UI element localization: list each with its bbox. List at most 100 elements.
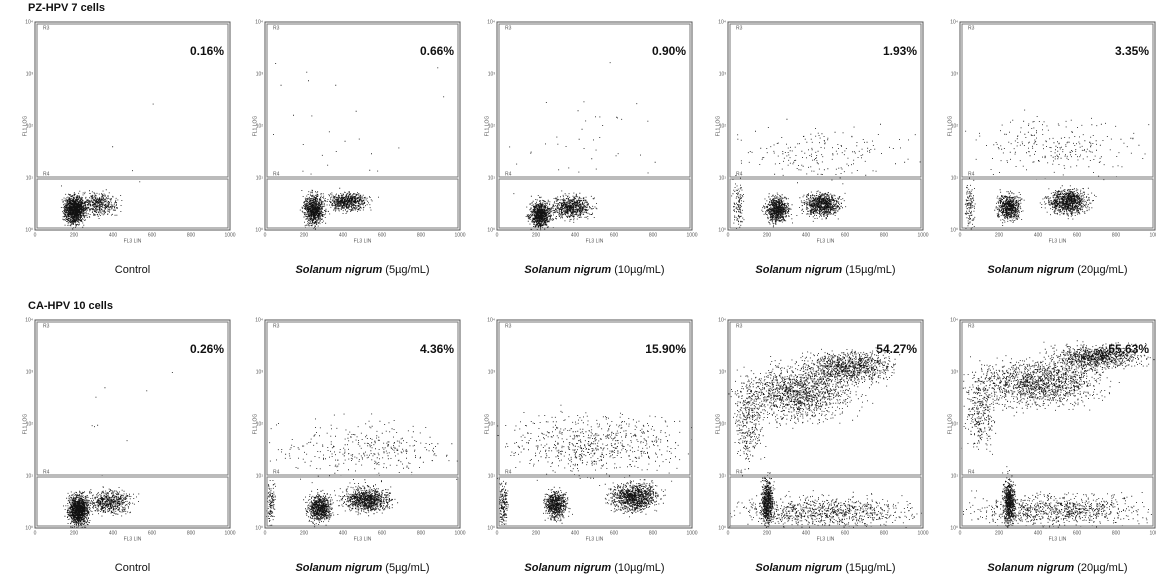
x-tick-label: 0 (496, 232, 499, 238)
x-tick-label: 0 (727, 232, 730, 238)
x-tick-label: 1000 (1149, 530, 1156, 536)
y-axis-label: FL1 LOG (715, 116, 721, 137)
y-tick-label: 10⁰ (25, 227, 33, 233)
gate-label: R3 (43, 25, 50, 31)
y-tick-label: 10² (488, 123, 496, 129)
x-tick-label: 1000 (686, 530, 697, 536)
y-tick-label: 10⁰ (25, 525, 33, 531)
y-tick-label: 10⁴ (718, 19, 726, 25)
x-tick-label: 400 (339, 530, 348, 536)
caption: Solanum nigrum (10µg/mL) (524, 264, 664, 276)
y-tick-label: 10¹ (719, 473, 727, 479)
plot-frame (34, 21, 231, 231)
dot-cloud (497, 404, 693, 525)
y-tick-label: 10⁰ (487, 525, 495, 531)
y-tick-label: 10⁴ (718, 317, 726, 323)
x-tick-label: 200 (763, 530, 772, 536)
caption: Solanum nigrum (5µg/mL) (295, 562, 429, 574)
x-tick-label: 800 (649, 232, 658, 238)
y-tick-label: 10² (719, 123, 727, 129)
y-tick-label: 10² (719, 421, 727, 427)
y-tick-label: 10³ (488, 369, 496, 375)
gate-r3 (36, 321, 229, 476)
x-axis-label: FL3 LIN (586, 238, 604, 244)
y-tick-label: 10⁴ (487, 317, 495, 323)
gate-r4 (961, 178, 1154, 229)
x-tick-label: 200 (300, 232, 309, 238)
gate-r4 (266, 476, 459, 527)
gate-label: R4 (736, 469, 743, 475)
caption-dose: (5µg/mL) (385, 264, 429, 276)
y-tick-label: 10¹ (488, 473, 496, 479)
y-tick-label: 10³ (719, 369, 727, 375)
gate-label: R3 (273, 25, 280, 31)
percent-label: 15.90% (645, 342, 686, 356)
dot-cloud (964, 109, 1150, 231)
percent-label: 54.27% (876, 342, 917, 356)
x-tick-label: 1000 (224, 232, 235, 238)
x-tick-label: 800 (417, 530, 426, 536)
dot-cloud (731, 118, 921, 229)
x-axis-label: FL3 LIN (817, 536, 835, 542)
x-axis-label: FL3 LIN (586, 536, 604, 542)
x-tick-label: 0 (34, 232, 37, 238)
y-axis-label: FL1 LOG (22, 414, 28, 435)
y-tick-label: 10¹ (26, 175, 34, 181)
x-tick-label: 1000 (686, 232, 697, 238)
plot-frame (727, 319, 924, 529)
x-tick-label: 600 (841, 232, 850, 238)
caption-dose: (10µg/mL) (614, 562, 664, 574)
dot-cloud (273, 63, 445, 230)
x-tick-label: 400 (109, 530, 118, 536)
gate-label: R3 (736, 25, 743, 31)
caption: Solanum nigrum (15µg/mL) (755, 264, 895, 276)
dot-cloud (266, 413, 458, 528)
x-tick-label: 200 (995, 232, 1004, 238)
gate-label: R3 (43, 323, 50, 329)
x-tick-label: 400 (802, 232, 811, 238)
plot-frame (496, 319, 693, 529)
dot-cloud (509, 62, 656, 231)
y-tick-label: 10⁴ (255, 19, 263, 25)
y-tick-label: 10⁴ (950, 317, 958, 323)
gate-r3 (36, 23, 229, 178)
y-tick-label: 10¹ (26, 473, 34, 479)
gate-r3 (266, 23, 459, 178)
plot-frame (959, 21, 1156, 231)
caption: Solanum nigrum (5µg/mL) (295, 264, 429, 276)
x-tick-label: 400 (571, 232, 580, 238)
gate-label: R4 (505, 171, 512, 177)
y-tick-label: 10³ (26, 71, 34, 77)
y-tick-label: 10¹ (488, 175, 496, 181)
y-tick-label: 10⁰ (718, 227, 726, 233)
x-tick-label: 800 (187, 530, 196, 536)
x-axis-label: FL3 LIN (354, 536, 372, 542)
caption-dose: (10µg/mL) (614, 264, 664, 276)
plot-frame (496, 21, 693, 231)
x-tick-label: 600 (378, 232, 387, 238)
x-tick-label: 0 (264, 530, 267, 536)
x-tick-label: 600 (148, 232, 157, 238)
x-tick-label: 600 (148, 530, 157, 536)
x-tick-label: 800 (187, 232, 196, 238)
caption-dose: (15µg/mL) (845, 562, 895, 574)
y-axis-label: FL1 LOG (947, 414, 953, 435)
x-tick-label: 400 (109, 232, 118, 238)
x-tick-label: 800 (649, 530, 658, 536)
y-tick-label: 10³ (951, 71, 959, 77)
x-tick-label: 200 (70, 530, 79, 536)
x-tick-label: 600 (1073, 232, 1082, 238)
y-axis-label: FL1 LOG (947, 116, 953, 137)
caption: Solanum nigrum (15µg/mL) (755, 562, 895, 574)
dot-cloud (961, 340, 1156, 529)
x-tick-label: 0 (959, 232, 962, 238)
y-tick-label: 10⁴ (950, 19, 958, 25)
x-tick-label: 400 (571, 530, 580, 536)
gate-label: R4 (43, 469, 50, 475)
x-tick-label: 200 (70, 232, 79, 238)
gate-label: R4 (736, 171, 743, 177)
x-tick-label: 600 (1073, 530, 1082, 536)
y-tick-label: 10¹ (951, 473, 959, 479)
x-tick-label: 800 (1112, 232, 1121, 238)
